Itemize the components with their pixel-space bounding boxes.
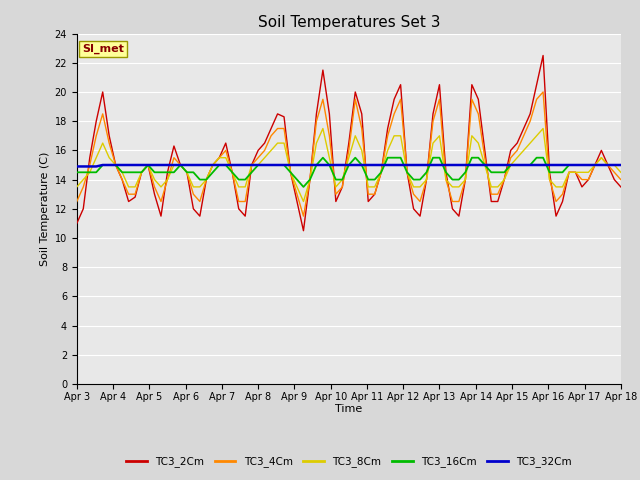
Legend: TC3_2Cm, TC3_4Cm, TC3_8Cm, TC3_16Cm, TC3_32Cm: TC3_2Cm, TC3_4Cm, TC3_8Cm, TC3_16Cm, TC3… (122, 452, 576, 471)
Y-axis label: Soil Temperature (C): Soil Temperature (C) (40, 152, 51, 266)
X-axis label: Time: Time (335, 405, 362, 414)
Title: Soil Temperatures Set 3: Soil Temperatures Set 3 (257, 15, 440, 30)
Text: SI_met: SI_met (82, 44, 124, 54)
